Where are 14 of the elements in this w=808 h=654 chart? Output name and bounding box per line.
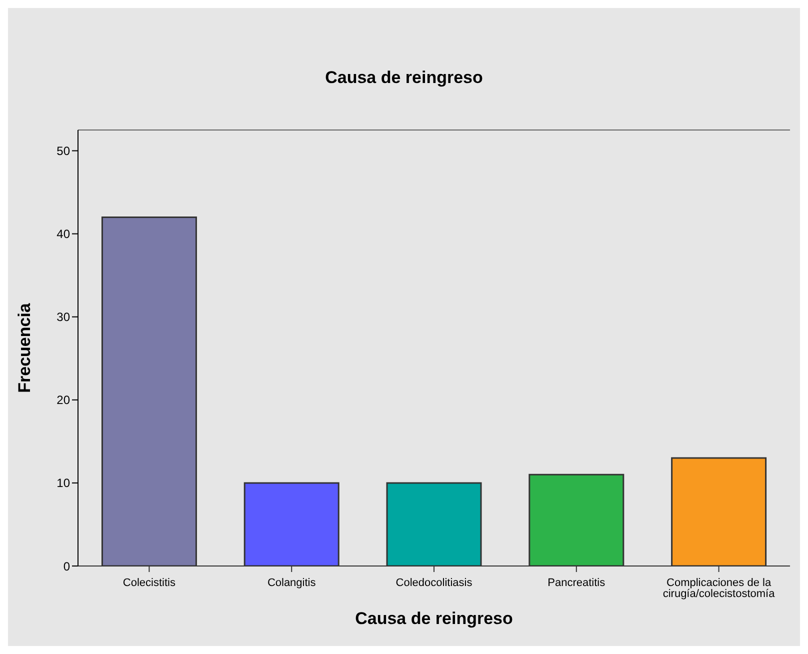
y-tick-label: 40 — [56, 227, 70, 242]
x-axis-title: Causa de reingreso — [355, 609, 513, 628]
y-tick-label: 50 — [56, 144, 70, 158]
chart-title: Causa de reingreso — [324, 68, 484, 88]
x-tick-label: Colangitis — [267, 577, 316, 589]
y-tick-label: 0 — [63, 559, 70, 574]
y-tick-label: 30 — [56, 310, 70, 324]
x-tick-label: Colecistitis — [122, 577, 176, 589]
x-tick-label: Coledocolitiasis — [396, 577, 473, 589]
x-tick-label: Complicaciones de la cirugía/colecistostomía — [662, 577, 776, 600]
y-tick-label: 10 — [56, 476, 70, 490]
y-tick-label: 20 — [56, 393, 70, 408]
x-tick-label: Pancreatitis — [548, 577, 606, 589]
y-axis-title: Frecuencia — [15, 302, 34, 393]
